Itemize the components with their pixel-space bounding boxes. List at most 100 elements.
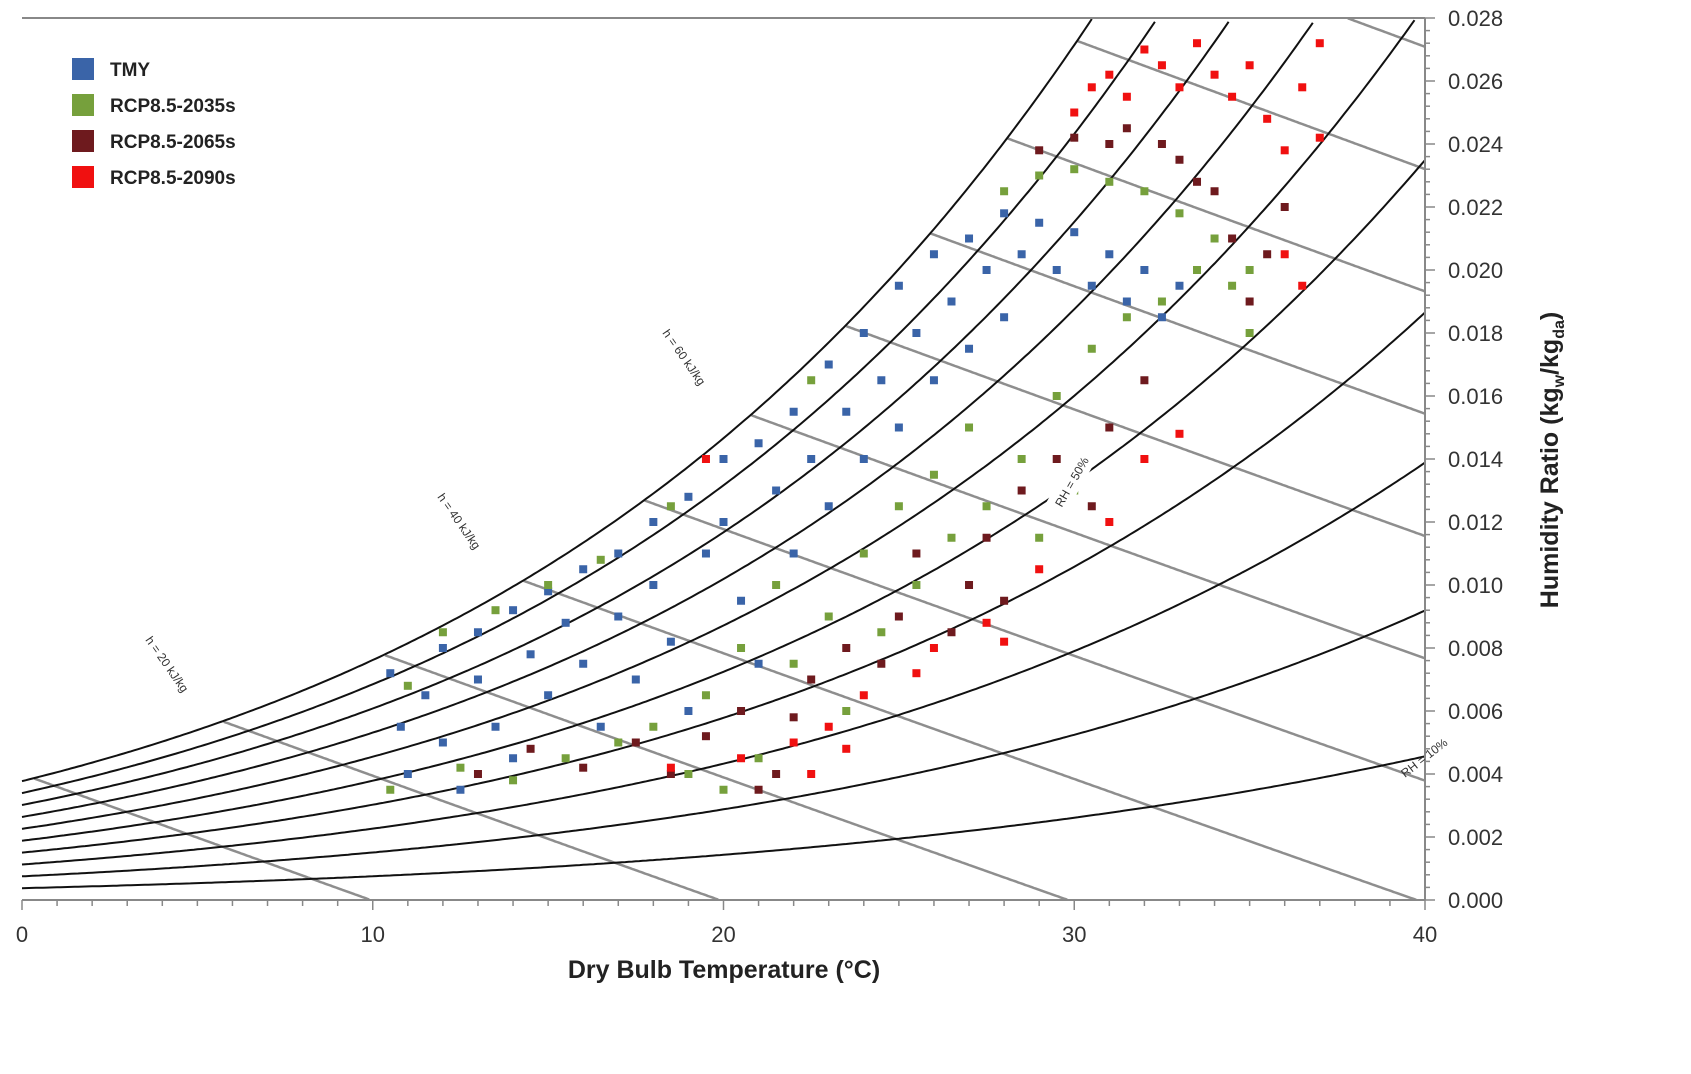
data-point [1280,203,1289,211]
data-point [772,770,781,778]
data-point [1087,281,1096,290]
data-point [1157,297,1166,306]
data-point [1210,70,1219,79]
y-tick-label: 0.026 [1448,69,1503,94]
data-point [877,376,886,385]
data-point [1245,329,1254,337]
x-tick-label: 10 [361,922,385,947]
y-axis-title: Humidity Ratio (kgw/kgda) [1536,312,1568,608]
data-point [579,659,588,668]
data-point [1070,165,1079,174]
data-point [526,744,535,753]
data-point [947,533,956,542]
data-point [894,502,903,511]
y-title-end: ) [1536,312,1564,320]
data-point [1052,266,1061,274]
data-point [912,669,921,678]
data-point [1298,281,1307,290]
data-point [1017,486,1026,495]
data-point [807,376,816,385]
data-point [824,612,833,621]
data-point [929,644,938,652]
data-point [824,722,833,731]
data-point [894,423,903,432]
data-point [1175,429,1184,438]
y-title-sub1: w [1551,374,1568,388]
data-point [491,722,500,731]
data-point [614,549,623,558]
data-point [1315,133,1324,142]
data-point [754,659,763,668]
data-point [982,266,991,274]
data-point [1175,209,1184,218]
data-point [1105,140,1114,148]
data-point [947,628,956,637]
data-point [877,659,886,668]
data-point [1280,250,1289,259]
data-point [456,785,465,794]
data-point [1000,637,1009,646]
data-point [807,675,816,684]
data-point [1228,234,1237,243]
data-point [1122,92,1131,101]
data-point [1000,187,1009,196]
enthalpy-line-90 [1007,137,1426,293]
data-point [754,754,763,763]
data-point [403,681,412,690]
data-point [1000,313,1009,322]
data-point [684,492,693,501]
data-point [1070,108,1079,117]
rh-curve-10 [21,755,1426,890]
data-point [737,754,746,763]
data-point [754,785,763,794]
data-point [1105,250,1114,259]
rh-curve-100 [21,18,1093,783]
x-tick-label: 0 [16,922,28,947]
data-point [929,376,938,385]
rh-curve-80 [21,21,1230,806]
rh-curve-50 [21,159,1426,842]
legend-swatch-1 [72,58,94,80]
y-title-mid: /kg [1536,339,1564,375]
data-point [649,581,658,589]
data-point [965,344,974,353]
rh-curves [21,18,1426,890]
data-point [1035,171,1044,180]
data-point [982,533,991,542]
annotation-h60: h = 60 kJ/kg [660,327,709,388]
x-axis-title: Dry Bulb Temperature (°C) [568,956,880,984]
legend-label-1: TMY [110,60,150,81]
rh-curve-30 [21,461,1426,866]
data-point [701,455,710,463]
data-point [631,675,640,684]
data-point [965,234,974,243]
data-point [1087,344,1096,353]
data-point [1087,502,1096,511]
data-point [421,691,430,700]
data-point [561,754,570,763]
data-point [719,455,728,463]
data-point [789,549,798,558]
data-point [842,744,851,753]
data-point [1245,61,1254,70]
data-point [1157,140,1166,148]
data-point [386,785,395,794]
legend: TMY RCP8.5-2035s RCP8.5-2065s RCP8.5-2090s [72,58,236,189]
data-point [789,713,798,722]
data-point [396,722,405,731]
data-point [877,628,886,637]
series-RCP8.5-2065s [473,124,1289,794]
data-point [1035,565,1044,574]
data-point [824,360,833,369]
y-tick-label: 0.016 [1448,384,1503,409]
data-point [473,770,482,778]
y-tick-label: 0.018 [1448,321,1503,346]
data-point [947,297,956,306]
data-point [754,439,763,448]
data-point [894,281,903,290]
rh-curve-40 [21,311,1426,854]
data-point [1175,155,1184,164]
enthalpy-line-70 [845,324,1426,538]
data-point [596,555,605,564]
data-point [1193,266,1202,274]
